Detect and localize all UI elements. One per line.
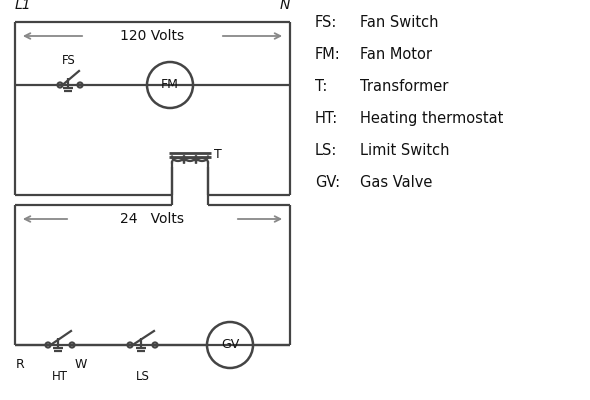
- Text: GV:: GV:: [315, 175, 340, 190]
- Text: N: N: [280, 0, 290, 12]
- Text: W: W: [75, 358, 87, 371]
- Text: Transformer: Transformer: [360, 79, 448, 94]
- Text: GV: GV: [221, 338, 239, 352]
- Text: FM: FM: [161, 78, 179, 92]
- Text: LS: LS: [136, 370, 149, 383]
- Text: FM:: FM:: [315, 47, 341, 62]
- Text: LS:: LS:: [315, 143, 337, 158]
- Text: FS: FS: [62, 54, 76, 67]
- Text: Fan Motor: Fan Motor: [360, 47, 432, 62]
- Text: Limit Switch: Limit Switch: [360, 143, 450, 158]
- Text: FS:: FS:: [315, 15, 337, 30]
- Text: Fan Switch: Fan Switch: [360, 15, 438, 30]
- Text: 120 Volts: 120 Volts: [120, 29, 185, 43]
- Text: HT: HT: [52, 370, 68, 383]
- Text: Heating thermostat: Heating thermostat: [360, 111, 503, 126]
- Text: R: R: [16, 358, 25, 371]
- Text: 24   Volts: 24 Volts: [120, 212, 185, 226]
- Text: T:: T:: [315, 79, 327, 94]
- Text: HT:: HT:: [315, 111, 338, 126]
- Text: T: T: [214, 148, 222, 162]
- Text: Gas Valve: Gas Valve: [360, 175, 432, 190]
- Text: L1: L1: [15, 0, 32, 12]
